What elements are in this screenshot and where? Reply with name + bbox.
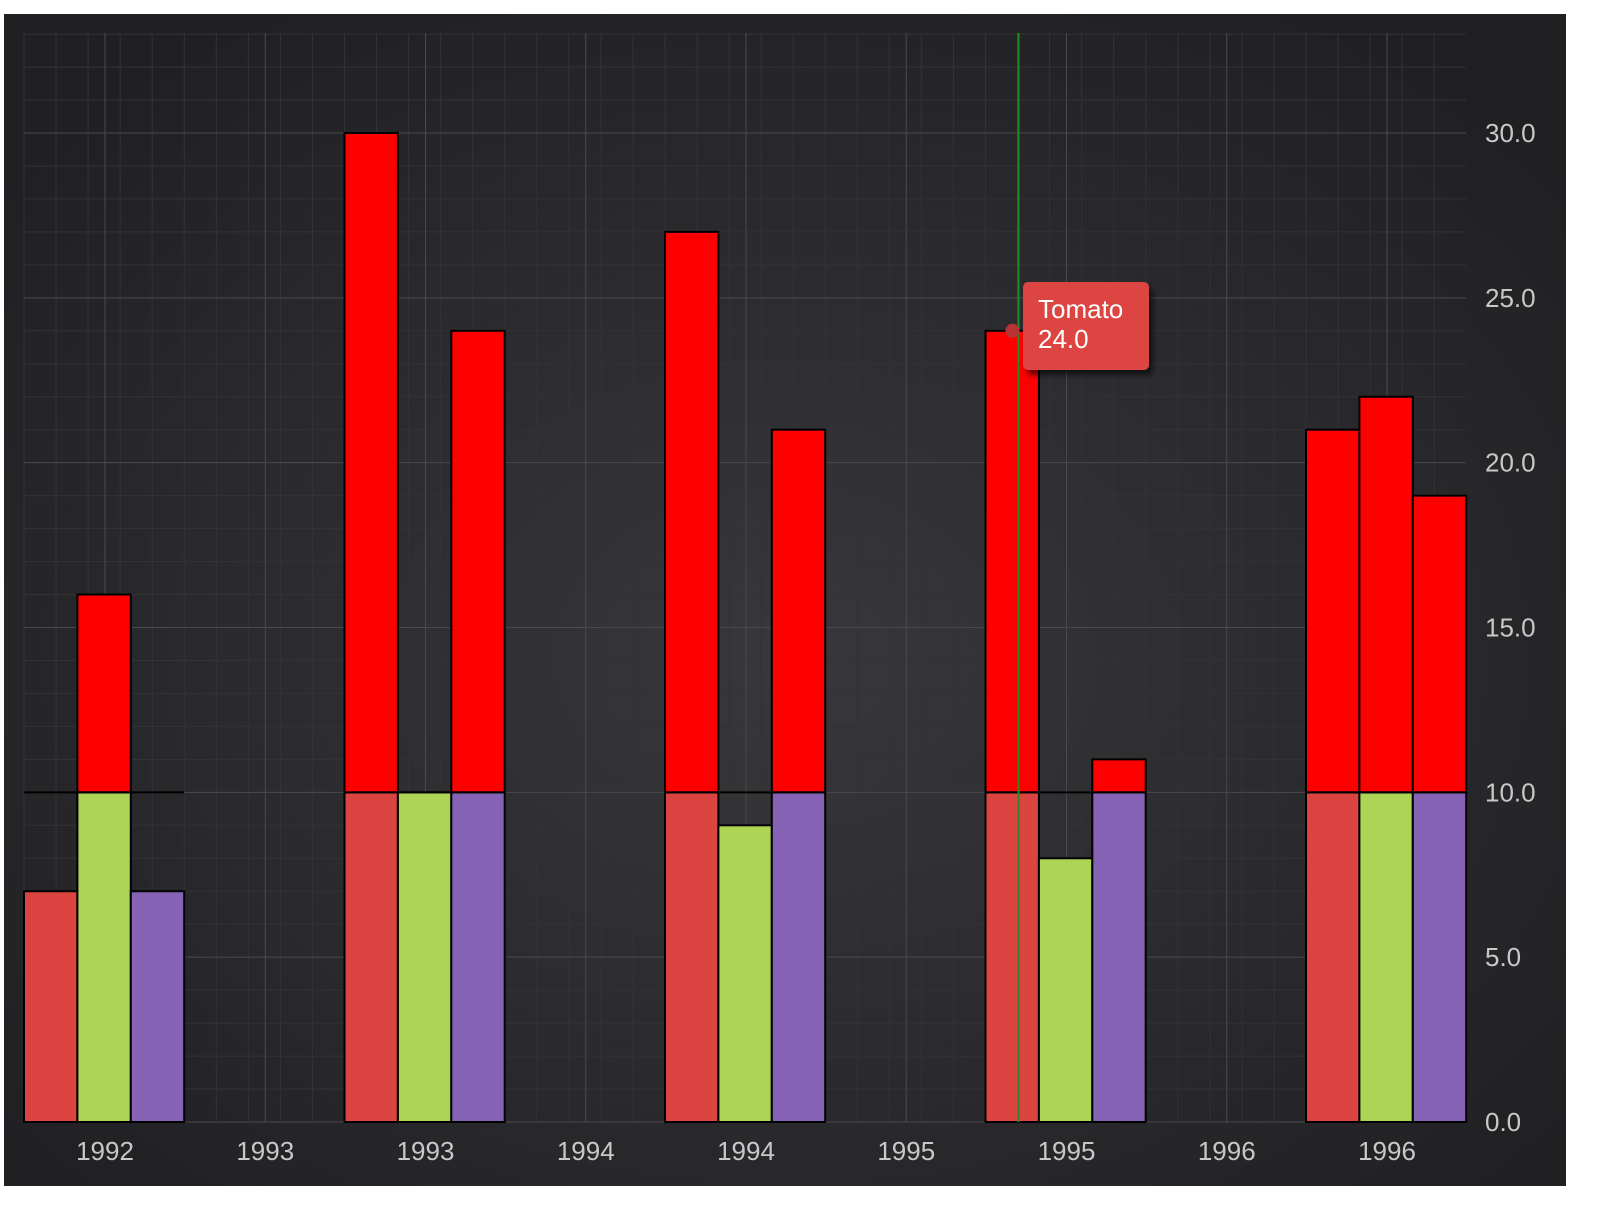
y-tick-label: 0.0: [1485, 1107, 1521, 1137]
bar-series-3-below: [129, 890, 186, 1123]
bar-series-2-above: [1358, 395, 1414, 794]
tooltip-series-name: Tomato: [1038, 294, 1123, 324]
bar-tomato-below: [664, 791, 720, 1123]
y-tick-label: 5.0: [1485, 942, 1521, 972]
y-tick-label: 20.0: [1485, 448, 1536, 478]
x-tick-label: 1996: [1198, 1136, 1256, 1166]
bar-tomato-below: [343, 791, 399, 1123]
y-axis: 0.0 5.0 10.0 15.0 20.0 25.0 30.0: [1485, 118, 1536, 1137]
bar-series-3-above: [1091, 758, 1147, 794]
bar-series-3-below: [1411, 791, 1468, 1123]
y-tick-label: 30.0: [1485, 118, 1536, 148]
x-tick-label: 1994: [717, 1136, 775, 1166]
bar-series-3-above: [770, 428, 827, 794]
x-tick-label: 1996: [1358, 1136, 1416, 1166]
x-tick-label: 1994: [557, 1136, 615, 1166]
bar-series-2-below: [717, 824, 773, 1123]
bar-series-2-above: [76, 593, 132, 794]
bar-series-3-below: [1091, 791, 1147, 1123]
bar-tomato-above: [343, 132, 399, 794]
x-tick-label: 1995: [1038, 1136, 1096, 1166]
bar-tomato-below: [23, 890, 79, 1123]
x-tick-label: 1995: [877, 1136, 935, 1166]
bar-tomato-above: [1305, 428, 1361, 794]
tooltip-value: 24.0: [1038, 324, 1089, 354]
bar-tomato-below: [1305, 791, 1361, 1123]
bar-series-2-below: [1358, 791, 1414, 1123]
bar-tomato-below: [984, 791, 1040, 1123]
bars: [23, 132, 1468, 1123]
bar-series-3-above: [1411, 494, 1468, 794]
bar-tomato-above: [984, 329, 1040, 794]
bar-series-2-below: [1037, 857, 1094, 1123]
bar-series-3-above: [450, 329, 506, 794]
bar-series-2-below: [76, 791, 132, 1123]
y-tick-label: 15.0: [1485, 613, 1536, 643]
tooltip-anchor-point: [1005, 323, 1020, 338]
x-tick-label: 1993: [236, 1136, 294, 1166]
bar-series-2-below: [396, 791, 453, 1123]
x-tick-label: 1993: [397, 1136, 455, 1166]
tooltip-box: [1023, 282, 1149, 370]
bar-series-3-below: [770, 791, 827, 1123]
y-tick-label: 25.0: [1485, 283, 1536, 313]
bar-tomato-above: [664, 230, 720, 794]
x-tick-label: 1992: [76, 1136, 134, 1166]
x-axis: 1992 1993 1993 1994 1994 1995 1995 1996 1996: [76, 1136, 1416, 1166]
y-tick-label: 10.0: [1485, 777, 1536, 807]
bar-series-3-below: [450, 791, 506, 1123]
